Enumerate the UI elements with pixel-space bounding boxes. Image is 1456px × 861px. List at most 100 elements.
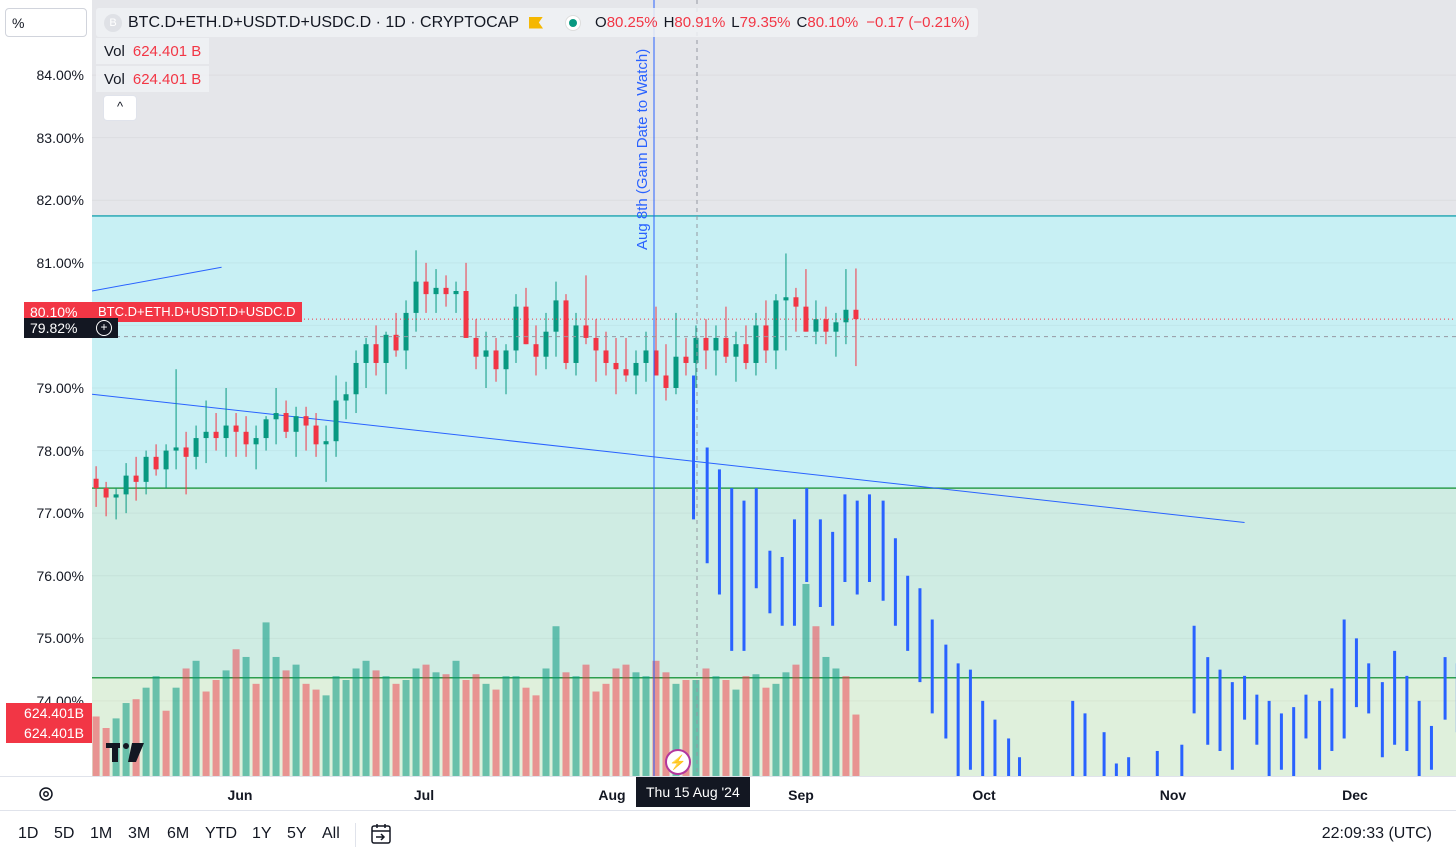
volume-bar — [242, 656, 250, 776]
volume-bar — [562, 672, 570, 776]
volume-bar — [212, 680, 220, 776]
volume-bar — [482, 683, 490, 776]
candle-body — [673, 356, 679, 388]
candle-body — [333, 400, 339, 442]
volume-bar — [682, 680, 690, 776]
candle-body — [793, 297, 799, 307]
volume-bar — [172, 687, 180, 776]
candle-body — [603, 350, 609, 363]
candle-body — [413, 281, 419, 313]
candle-body — [423, 281, 429, 295]
utc-clock[interactable]: 22:09:33 (UTC) — [1321, 825, 1432, 842]
volume-bar — [782, 672, 790, 776]
ytick-label: 81.00% — [36, 254, 84, 271]
candle-body — [213, 431, 219, 439]
candle-body — [743, 344, 749, 363]
volume-bar — [522, 687, 530, 776]
range-1m-button[interactable]: 1M — [90, 825, 113, 842]
range-1y-button[interactable]: 1Y — [252, 825, 272, 842]
candle-body — [163, 450, 169, 470]
plot-area[interactable]: Aug 8th (Gann Date to Watch) — [92, 0, 1456, 776]
xtick-oct: Oct — [972, 787, 996, 803]
tradingview-logo-icon[interactable] — [104, 740, 146, 764]
market-status-icon[interactable] — [565, 14, 582, 31]
candle-body — [233, 425, 239, 432]
ytick-label: 78.00% — [36, 442, 84, 459]
candle-body — [503, 350, 509, 370]
volume-tag-1: 624.401B — [6, 703, 92, 723]
volume-bar — [702, 668, 710, 776]
candle-body — [203, 431, 209, 439]
candle-body — [93, 478, 99, 489]
xtick-aug: Aug — [598, 787, 626, 803]
bottom-toolbar: 1D 5D 1M 3M 6M YTD 1Y 5Y All 22:09:33 (U… — [0, 810, 1456, 861]
range-3m-button[interactable]: 3M — [128, 825, 151, 842]
symbol-legend[interactable]: B BTC.D+ETH.D+USDT.D+USDC.D · 1D · CRYPT… — [96, 8, 978, 37]
volume-bar — [842, 676, 850, 776]
ytick-label: 76.00% — [36, 567, 84, 584]
volume-bar — [692, 680, 700, 776]
add-alert-icon[interactable]: + — [96, 320, 112, 336]
candle-body — [343, 394, 349, 401]
settings-gear-icon[interactable] — [37, 785, 55, 803]
ytick-label: 75.00% — [36, 630, 84, 647]
volume-bar — [132, 699, 140, 776]
candle-body — [253, 438, 259, 445]
volume-legend-2[interactable]: Vol 624.401 B — [96, 66, 210, 92]
volume-bar — [232, 649, 240, 776]
range-6m-button[interactable]: 6M — [167, 825, 190, 842]
volume-bar — [102, 728, 110, 776]
go-to-date-icon[interactable] — [369, 822, 393, 846]
volume-tag-2: 624.401B — [6, 723, 92, 743]
volume-bar — [742, 676, 750, 776]
volume-bar — [152, 676, 160, 776]
time-axis[interactable]: Jun Jul Aug Sep Oct Nov Dec Thu 15 Aug '… — [0, 776, 1456, 811]
volume-bar — [402, 680, 410, 776]
symbol-title[interactable]: BTC.D+ETH.D+USDT.D+USDC.D · 1D · CRYPTOC… — [128, 13, 520, 31]
candle-body — [433, 287, 439, 295]
volume-bar — [222, 670, 230, 776]
range-5d-button[interactable]: 5D — [54, 825, 75, 842]
chart-canvas[interactable] — [92, 0, 1456, 776]
volume-bar — [262, 622, 270, 776]
volume-bar — [652, 660, 660, 776]
volume-bar — [582, 664, 590, 776]
candle-body — [453, 291, 459, 295]
price-axis[interactable]: % 84.00%83.00%82.00%81.00%80.00%79.00%78… — [0, 0, 93, 776]
ohlc-close: C80.10% — [796, 13, 859, 31]
volume-bar — [492, 689, 500, 776]
candle-body — [853, 309, 859, 320]
volume-bar — [162, 710, 170, 776]
volume-bar — [382, 676, 390, 776]
volume-bar — [812, 626, 820, 776]
range-5y-button[interactable]: 5Y — [287, 825, 307, 842]
candle-body — [223, 425, 229, 439]
range-1d-button[interactable]: 1D — [18, 825, 39, 842]
candle-body — [543, 331, 549, 357]
candle-body — [513, 306, 519, 351]
candle-body — [633, 362, 639, 376]
volume-bar — [252, 683, 260, 776]
flag-icon[interactable] — [529, 16, 544, 29]
candle-body — [813, 319, 819, 332]
volume-bar — [182, 668, 190, 776]
scale-mode-select[interactable]: % — [5, 8, 87, 37]
collapse-legend-button[interactable]: ^ — [103, 95, 137, 121]
candle-body — [323, 441, 329, 445]
candle-body — [773, 300, 779, 351]
lightning-icon[interactable]: ⚡ — [665, 749, 691, 775]
candle-body — [683, 356, 689, 363]
volume-bar — [342, 680, 350, 776]
candle-body — [663, 375, 669, 388]
last-price-tag: 80.10% — [24, 302, 92, 322]
candle-body — [643, 350, 649, 363]
volume-bar — [302, 683, 310, 776]
volume-bar — [662, 672, 670, 776]
range-all-button[interactable]: All — [322, 825, 340, 842]
volume-bar — [802, 584, 810, 776]
candle-body — [553, 300, 559, 332]
volume-legend-1[interactable]: Vol 624.401 B — [96, 38, 210, 64]
range-ytd-button[interactable]: YTD — [205, 825, 237, 842]
candle-body — [363, 344, 369, 363]
candle-body — [753, 325, 759, 363]
